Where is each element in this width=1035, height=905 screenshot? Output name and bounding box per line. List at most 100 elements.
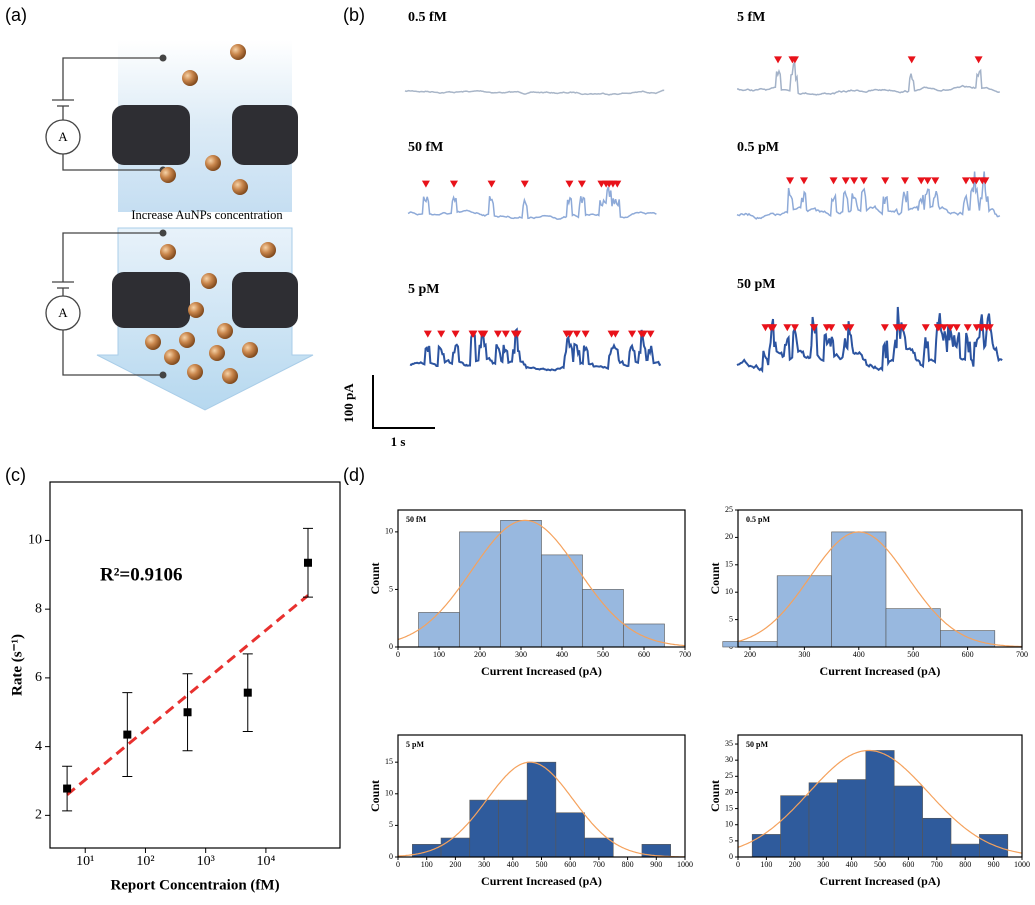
x-tick-label: 0 xyxy=(736,860,740,869)
chart: 10¹ 10² 10³ 10⁴ 2 4 6 8 10 Report Concentraion (f… xyxy=(9,481,341,893)
panel-label: (c) xyxy=(5,465,26,485)
event-marker xyxy=(790,56,799,64)
current-trace xyxy=(404,89,665,96)
gaussian-fit xyxy=(737,749,1023,854)
x-tick-label: 900 xyxy=(650,860,662,869)
x-tick-label: 500 xyxy=(874,860,886,869)
y-tick-label: 0 xyxy=(389,642,393,651)
x-tick-label: 400 xyxy=(556,650,568,659)
bar xyxy=(498,799,528,858)
plot-frame xyxy=(397,509,686,648)
y-axis-label: Count xyxy=(368,562,382,594)
x-tick-label: 200 xyxy=(449,860,461,869)
chart: 2003004005006007000510152025Current Incr… xyxy=(708,505,1028,678)
point xyxy=(303,558,312,567)
event-marker xyxy=(468,330,477,338)
chart-title: 50 fM xyxy=(406,515,427,524)
y-tick-label: 15 xyxy=(725,803,733,812)
event-marker xyxy=(783,324,792,332)
bar xyxy=(831,531,887,648)
chart-title: 5 pM xyxy=(406,740,424,749)
event-marker xyxy=(917,177,926,185)
x-tick-label: 400 xyxy=(846,860,858,869)
event-marker xyxy=(921,324,930,332)
event-marker xyxy=(901,177,910,185)
bar xyxy=(541,554,583,648)
x-tick-label: 10² xyxy=(136,854,154,869)
x-axis-label: Current Increased (pA) xyxy=(820,664,941,678)
x-tick-label: 700 xyxy=(1016,650,1028,659)
event-marker xyxy=(810,324,819,332)
y-tick-label: 15 xyxy=(725,560,733,569)
event-marker xyxy=(859,177,868,185)
bar xyxy=(584,837,614,858)
current-trace xyxy=(736,171,1001,220)
event-marker xyxy=(451,330,460,338)
plot-frame xyxy=(737,509,1023,648)
event-marker xyxy=(786,177,795,185)
trace-label: 0.5 fM xyxy=(408,10,447,25)
y-tick-label: 0 xyxy=(729,852,733,861)
scale-label: 100 pA xyxy=(341,383,356,423)
bar xyxy=(885,608,941,648)
event-marker xyxy=(829,177,838,185)
y-tick-label: 35 xyxy=(725,739,733,748)
y-axis-label: Count xyxy=(708,562,722,594)
x-tick-label: 300 xyxy=(817,860,829,869)
bar xyxy=(469,799,499,858)
x-tick-label: 600 xyxy=(962,650,974,659)
scale-label: 1 s xyxy=(391,434,406,449)
event-marker xyxy=(646,330,655,338)
x-tick-label: 600 xyxy=(902,860,914,869)
caption: Increase AuNPs concentration xyxy=(131,208,283,222)
event-marker xyxy=(790,324,799,332)
trace-label: 5 pM xyxy=(408,282,440,297)
x-axis-label: Current Increased (pA) xyxy=(481,664,602,678)
y-tick-label: 6 xyxy=(35,670,42,685)
annotation: R²=0.9106 xyxy=(100,564,183,585)
x-tick-label: 1000 xyxy=(677,860,693,869)
event-marker xyxy=(931,177,940,185)
membrane xyxy=(112,105,190,165)
event-marker xyxy=(892,324,901,332)
bar xyxy=(776,575,832,648)
event-marker xyxy=(923,177,932,185)
y-tick-label: 5 xyxy=(729,614,733,623)
event-marker xyxy=(487,180,496,188)
event-marker xyxy=(423,330,432,338)
y-tick-label: 10 xyxy=(725,820,733,829)
event-marker xyxy=(799,177,808,185)
x-tick-label: 900 xyxy=(988,860,1000,869)
point xyxy=(123,730,132,739)
event-marker xyxy=(961,177,970,185)
x-tick-label: 500 xyxy=(907,650,919,659)
plot-frame xyxy=(737,734,1023,858)
event-marker xyxy=(846,324,855,332)
panel-label: (b) xyxy=(343,5,365,25)
current-trace xyxy=(737,61,1001,96)
x-tick-label: 1000 xyxy=(1014,860,1030,869)
circuit xyxy=(45,57,163,376)
y-tick-label: 10 xyxy=(385,789,393,798)
event-marker xyxy=(581,330,590,338)
ammeter-label: A xyxy=(58,129,68,144)
y-tick-label: 25 xyxy=(725,505,733,514)
y-tick-label: 5 xyxy=(389,820,393,829)
x-tick-label: 300 xyxy=(478,860,490,869)
y-tick-label: 5 xyxy=(729,836,733,845)
y-tick-label: 2 xyxy=(35,808,42,823)
trace-label: 5 fM xyxy=(737,10,765,25)
x-tick-label: 500 xyxy=(597,650,609,659)
x-tick-label: 400 xyxy=(853,650,865,659)
plot-frame xyxy=(49,481,341,849)
event-marker xyxy=(607,330,616,338)
bar xyxy=(555,812,585,858)
diagram: A A Increase AuNPs concentration xyxy=(45,40,314,411)
bar xyxy=(418,612,460,648)
point xyxy=(243,688,252,697)
nanoparticles xyxy=(145,44,276,384)
x-tick-label: 800 xyxy=(622,860,634,869)
current-trace xyxy=(407,186,657,220)
event-marker xyxy=(565,180,574,188)
